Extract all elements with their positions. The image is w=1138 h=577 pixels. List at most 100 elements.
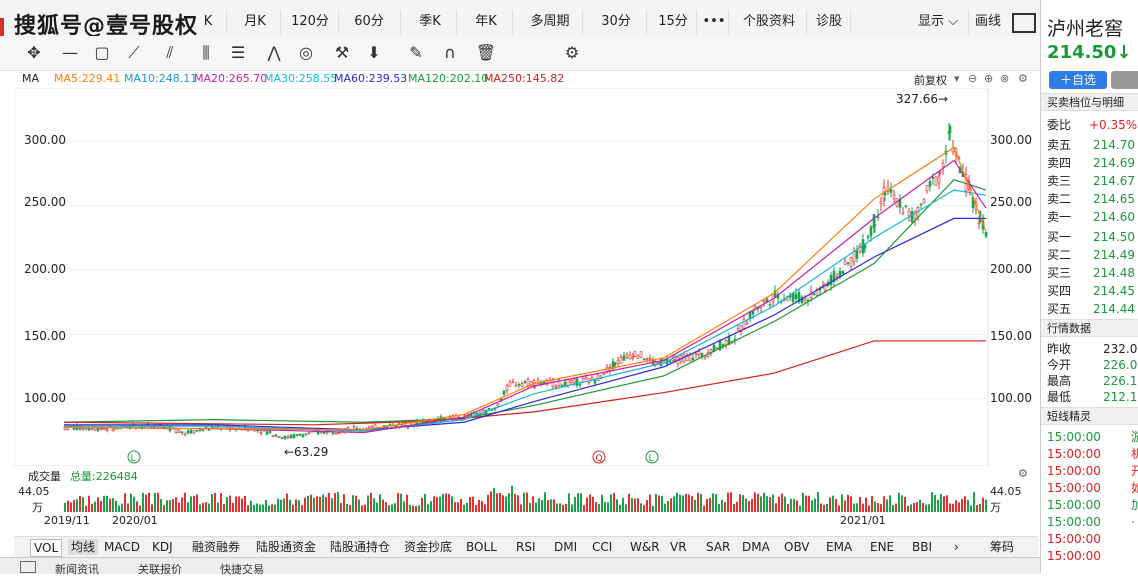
ma-toggle[interactable]: MA	[22, 72, 40, 85]
event-marker[interactable]	[645, 450, 659, 464]
indicator-tab-19[interactable]: BBI	[912, 540, 933, 554]
indicator-tab-14[interactable]: SAR	[706, 540, 731, 554]
volume-bar	[295, 499, 297, 512]
indicator-tab-0[interactable]: VOL	[30, 539, 63, 557]
arrow-down-tool-icon[interactable]: ⬇	[367, 43, 381, 62]
volume-bar	[418, 505, 420, 512]
gann-tool-icon[interactable]: ⚒	[334, 43, 350, 62]
indicator-tab-4[interactable]: 融资融券	[192, 540, 241, 554]
period-tab-4[interactable]: 季K	[404, 10, 457, 34]
volume-bar	[631, 498, 633, 512]
display-menu[interactable]: 显示 ⌵	[908, 10, 969, 34]
candle-body	[584, 377, 588, 380]
chevron-down-icon[interactable]: ▾	[954, 72, 960, 85]
indicator-tab-9[interactable]: RSI	[516, 540, 536, 554]
candle-body	[984, 231, 988, 237]
period-tab-5[interactable]: 年K	[460, 10, 513, 34]
candle-body	[274, 434, 278, 437]
period-tab-1[interactable]: 月K	[230, 10, 281, 34]
short-row[interactable]: 15:00:00	[1047, 547, 1138, 565]
tab-quick-trade[interactable]: 快捷交易	[220, 563, 264, 576]
volume-bar	[202, 502, 204, 512]
period-tab-2[interactable]: 120分	[282, 10, 339, 34]
settings-icon[interactable]: ⚙	[1018, 72, 1028, 85]
indicator-tab-1[interactable]: 均线	[68, 539, 99, 555]
period-tab-10[interactable]: 个股资料	[732, 10, 807, 34]
indicator-tab-18[interactable]: ENE	[870, 540, 895, 554]
indicator-tab-13[interactable]: VR	[670, 540, 687, 554]
plus-icon[interactable]: ⊕	[984, 72, 994, 85]
minus-icon[interactable]: ⊖	[968, 72, 978, 85]
volume-bar	[892, 505, 894, 512]
indicator-tab-3[interactable]: KDJ	[152, 540, 173, 554]
indicator-tab-6[interactable]: 陆股通持仓	[330, 540, 391, 554]
period-tab-3[interactable]: 60分	[338, 10, 401, 34]
settings-icon[interactable]: ⚙	[564, 43, 580, 62]
add-watchlist-button[interactable]: ＋自选	[1049, 71, 1107, 89]
event-marker[interactable]	[127, 450, 141, 464]
volume-bar	[199, 504, 201, 512]
period-tab-7[interactable]: 30分	[586, 10, 647, 34]
indicator-tab-5[interactable]: 陆股通资金	[256, 540, 317, 554]
event-marker[interactable]	[592, 450, 606, 464]
short-row[interactable]: 15:00:00 ·	[1047, 513, 1138, 531]
indicator-tab-2[interactable]: MACD	[104, 540, 140, 554]
fib-tool-icon[interactable]: ☰	[230, 43, 246, 62]
wave-tool-icon[interactable]: ⋀	[267, 43, 281, 62]
volume-bar	[385, 502, 387, 512]
short-row[interactable]: 15:00:00	[1047, 530, 1138, 548]
settings-icon[interactable]: ⚙	[1018, 467, 1028, 480]
crosshair-icon[interactable]: ✥	[27, 43, 41, 62]
volume-bar	[682, 495, 684, 512]
bars-tool-icon[interactable]: ⫼	[202, 43, 210, 62]
line-tool-icon[interactable]: —	[62, 43, 78, 62]
indicator-tab-10[interactable]: DMI	[554, 540, 578, 554]
more-button[interactable]	[1111, 71, 1138, 89]
volume-bar	[124, 493, 126, 512]
draw-button[interactable]: 画线	[974, 14, 1001, 29]
period-tab-11[interactable]: 诊股	[808, 10, 851, 34]
short-row[interactable]: 15:00:00 加	[1047, 496, 1138, 514]
fan-tool-icon[interactable]: ⟋	[128, 43, 140, 62]
panel-toggle-icon[interactable]	[1012, 13, 1036, 33]
short-row[interactable]: 15:00:00 机	[1047, 445, 1138, 463]
indicator-tab-11[interactable]: CCI	[592, 540, 613, 554]
rect-tool-icon[interactable]: ▢	[94, 43, 110, 62]
tab-news[interactable]: 新闻资讯	[55, 563, 99, 576]
period-tab-8[interactable]: 15分	[650, 10, 697, 34]
magnet-icon[interactable]: ∩	[444, 43, 456, 62]
period-tab-6[interactable]: 多周期	[518, 10, 583, 34]
period-tab-0[interactable]: K	[190, 10, 227, 34]
close-icon[interactable]: ⊗	[1000, 72, 1010, 85]
indicator-tab-17[interactable]: EMA	[826, 540, 853, 554]
short-row[interactable]: 15:00:00 游	[1047, 428, 1138, 446]
window-icon[interactable]	[20, 561, 36, 573]
channel-tool-icon[interactable]: ⫽	[166, 43, 174, 62]
ma20-line	[63, 159, 987, 434]
indicator-tab-12[interactable]: W&R	[630, 540, 660, 554]
volume-chart[interactable]	[14, 484, 1038, 512]
short-row[interactable]: 15:00:00 如	[1047, 479, 1138, 497]
volume-bar	[427, 504, 429, 512]
candle-body	[487, 407, 491, 410]
indicator-tab-15[interactable]: DMA	[742, 540, 770, 554]
ask-price: 214.65	[1093, 192, 1135, 206]
volume-bar	[211, 494, 213, 512]
short-row[interactable]: 15:00:00 开	[1047, 462, 1138, 480]
adjust-select[interactable]: 前复权	[914, 74, 947, 87]
indicator-tab-16[interactable]: OBV	[784, 540, 810, 554]
trash-icon[interactable]: 🗑	[475, 43, 497, 62]
ask-label: 卖一	[1047, 210, 1072, 224]
cycle-tool-icon[interactable]: ◎	[299, 43, 313, 62]
kline-chart[interactable]: 327.66→ ←63.29 L Q L	[14, 88, 1038, 466]
indicator-tab-8[interactable]: BOLL	[466, 540, 497, 554]
indicator-tab-7[interactable]: 资金抄底	[404, 540, 453, 554]
volume-bar	[451, 496, 453, 512]
period-tab-9[interactable]: •••	[700, 10, 729, 34]
candle-body	[352, 426, 356, 429]
volume-bar	[232, 502, 234, 512]
pen-tool-icon[interactable]: ✎	[409, 43, 423, 62]
chevron-right-icon[interactable]: ›	[954, 540, 959, 554]
chips-button[interactable]: 筹码	[990, 540, 1015, 554]
tab-related-quotes[interactable]: 关联报价	[138, 563, 182, 576]
